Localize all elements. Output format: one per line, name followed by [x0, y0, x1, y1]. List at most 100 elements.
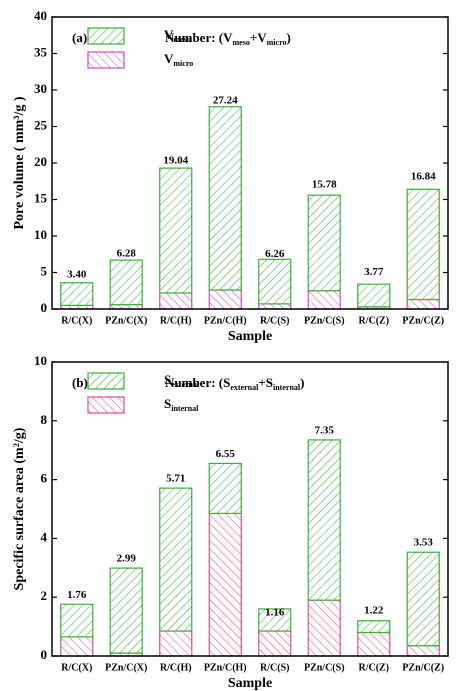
total-label: 6.26 [265, 248, 285, 260]
legend-label: Sinternal [164, 396, 199, 413]
total-label: 19.04 [163, 155, 188, 167]
x-tick-label: PZn/C(S) [304, 315, 345, 326]
x-tick-label: R/C(H) [160, 315, 192, 326]
annotation-part: Number: (V [165, 30, 233, 45]
total-label: 16.84 [411, 171, 436, 183]
annotation-part: ) [286, 30, 290, 45]
bar-segment [60, 282, 94, 306]
bar-segment [159, 630, 193, 657]
total-label: 3.53 [414, 537, 434, 549]
annotation-part: Number: (S [165, 375, 230, 390]
bar-segment [406, 645, 440, 657]
annotation-part: external [230, 383, 259, 392]
y-tick-label: 10 [34, 227, 47, 242]
total-label: 15.78 [312, 178, 337, 190]
bar-segment [307, 439, 341, 601]
y-axis-label: Specific surface area (m²/g) [12, 427, 27, 590]
y-tick-label: 15 [34, 190, 48, 205]
legend-name: V [164, 51, 174, 66]
y-tick-label: 25 [34, 117, 48, 132]
bar-segment [258, 608, 292, 632]
y-tick-label: 20 [34, 154, 47, 169]
bar-segment [159, 487, 193, 632]
x-tick-label: PZn/C(Z) [402, 315, 444, 326]
bar-segment [208, 512, 242, 657]
bar-segment [357, 620, 391, 634]
total-label: 5.71 [166, 473, 185, 485]
total-label: 2.99 [117, 553, 137, 565]
annotation: Number: (Vmeso+Vmicro) [165, 30, 291, 47]
legend-name: S [164, 396, 171, 411]
annotation-part: micro [267, 38, 287, 47]
bar-segment [258, 303, 292, 310]
y-tick-label: 8 [41, 412, 48, 427]
plot-frame [51, 361, 449, 657]
bar-segment [208, 106, 242, 291]
annotation-part: ) [300, 375, 304, 390]
total-label: 1.22 [364, 605, 384, 617]
legend-label: Vmeso [164, 27, 191, 44]
x-axis-label: Sample [228, 676, 272, 691]
x-tick-label: PZn/C(S) [304, 662, 345, 673]
bar-segment [60, 636, 94, 657]
bar-segment [406, 188, 440, 301]
panel-label: (a) [72, 30, 87, 45]
annotation-part: +S [258, 375, 273, 390]
total-label: 1.16 [265, 606, 285, 618]
legend-name: V [164, 27, 174, 42]
legend-sub: meso [173, 35, 190, 44]
x-tick-label: R/C(Z) [358, 315, 389, 326]
bar-segment [307, 194, 341, 292]
total-label: 6.55 [216, 448, 236, 460]
bar-segment [109, 259, 143, 306]
legend-swatch [87, 27, 125, 45]
x-tick-label: R/C(H) [160, 662, 192, 673]
x-tick-label: PZn/C(Z) [402, 662, 444, 673]
x-tick-label: PZn/C(X) [105, 662, 147, 673]
total-label: 6.28 [117, 248, 137, 260]
bar-segment [159, 167, 193, 294]
x-tick-label: PZn/C(H) [204, 315, 247, 326]
bar-segment [258, 630, 292, 657]
legend-label: Vmicro [164, 51, 193, 68]
panel-label: (b) [72, 375, 88, 390]
total-label: 3.40 [67, 269, 87, 281]
y-tick-label: 10 [34, 353, 47, 368]
x-tick-label: PZn/C(H) [204, 662, 247, 673]
y-tick-label: 5 [41, 263, 48, 278]
bar-segment [406, 298, 440, 310]
legend-swatch [87, 396, 125, 414]
bar-segment [258, 258, 292, 305]
y-axis-label: Pore volume ( mm³/g ) [12, 96, 27, 229]
y-tick-label: 4 [41, 529, 48, 544]
x-tick-label: R/C(X) [61, 662, 92, 673]
bar-segment [307, 599, 341, 657]
legend-sub: micro [173, 59, 193, 68]
bar-segment [109, 567, 143, 654]
x-tick-label: PZn/C(X) [105, 315, 147, 326]
total-label: 27.24 [213, 95, 238, 107]
total-label: 3.77 [364, 266, 384, 278]
legend-sub: internal [171, 404, 199, 413]
annotation-part: meso [233, 38, 250, 47]
y-tick-label: 40 [34, 8, 47, 23]
x-tick-label: R/C(S) [260, 315, 289, 326]
legend-name: S [164, 372, 171, 387]
y-tick-label: 6 [41, 471, 48, 486]
y-tick-label: 0 [41, 300, 48, 315]
y-tick-label: 2 [41, 588, 48, 603]
x-tick-label: R/C(S) [260, 662, 289, 673]
total-label: 1.76 [67, 589, 87, 601]
annotation-part: internal [273, 383, 301, 392]
bar-segment [60, 603, 94, 638]
bar-segment [307, 290, 341, 310]
bar-segment [357, 631, 391, 657]
x-tick-label: R/C(Z) [358, 662, 389, 673]
annotation: Number: (Sexternal+Sinternal) [165, 375, 304, 392]
total-label: 7.35 [315, 424, 335, 436]
bar-segment [357, 283, 391, 308]
y-tick-label: 0 [41, 647, 48, 662]
bar-segment [208, 289, 242, 310]
x-tick-label: R/C(X) [61, 315, 92, 326]
